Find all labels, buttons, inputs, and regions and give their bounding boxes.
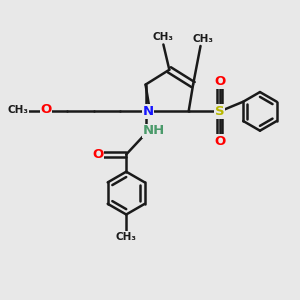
Text: O: O bbox=[40, 103, 52, 116]
Text: O: O bbox=[92, 148, 104, 161]
Text: S: S bbox=[215, 105, 225, 118]
Text: CH₃: CH₃ bbox=[116, 232, 137, 242]
Text: O: O bbox=[214, 75, 226, 88]
Text: NH: NH bbox=[143, 124, 165, 137]
Text: CH₃: CH₃ bbox=[7, 105, 28, 115]
Text: CH₃: CH₃ bbox=[153, 32, 174, 42]
Text: N: N bbox=[142, 105, 154, 118]
Text: CH₃: CH₃ bbox=[193, 34, 214, 44]
Text: O: O bbox=[214, 135, 226, 148]
